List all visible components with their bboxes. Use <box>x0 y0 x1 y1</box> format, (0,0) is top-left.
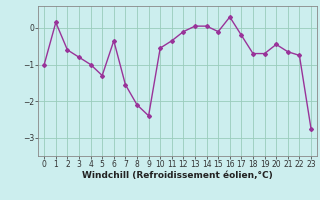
X-axis label: Windchill (Refroidissement éolien,°C): Windchill (Refroidissement éolien,°C) <box>82 171 273 180</box>
